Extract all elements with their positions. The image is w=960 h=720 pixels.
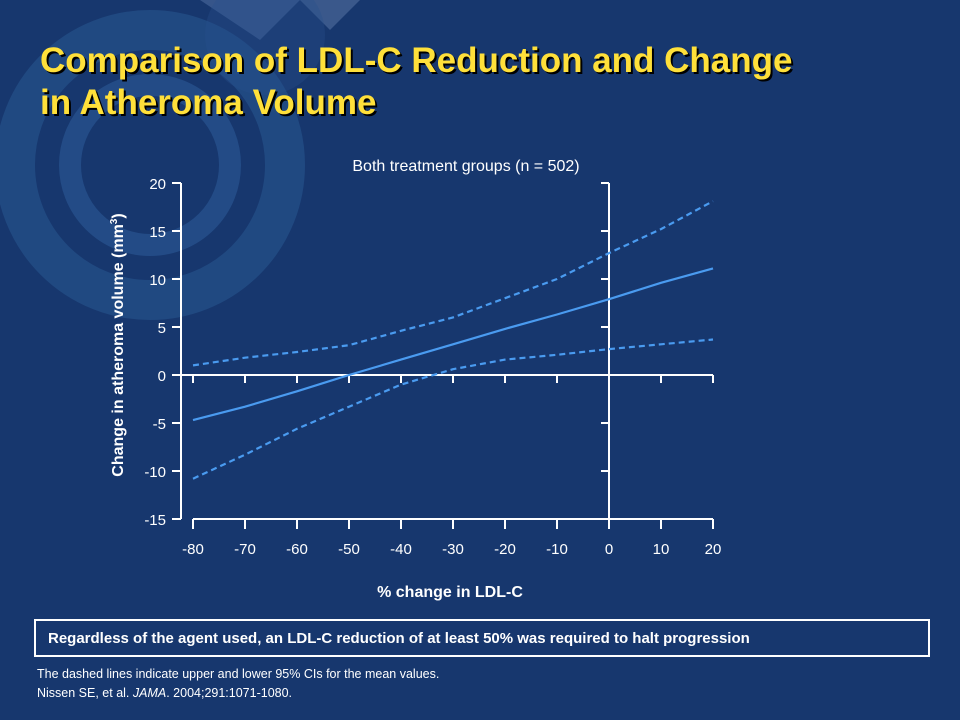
y-tick-label: -10 bbox=[144, 464, 166, 481]
chart-axes: 20 15 10 5 0 -5 -10 -15 -80 -70 -60 -50 -40 -30 -20 -10… bbox=[144, 176, 721, 558]
footnote: The dashed lines indicate upper and lowe… bbox=[37, 665, 439, 703]
y-tick-label: 20 bbox=[149, 176, 166, 193]
title-line-2: in Atheroma Volume bbox=[40, 83, 377, 122]
reference-journal: JAMA bbox=[132, 686, 167, 700]
y-tick-label: 15 bbox=[149, 224, 166, 241]
y-tick-label: -15 bbox=[144, 512, 166, 529]
x-tick-label: 0 bbox=[605, 541, 613, 558]
x-tick-label: 20 bbox=[705, 541, 722, 558]
y-axis-label-close: ) bbox=[110, 213, 127, 218]
conclusion-callout: Regardless of the agent used, an LDL-C r… bbox=[34, 619, 930, 657]
x-tick-label: -40 bbox=[390, 541, 412, 558]
x-tick-label: -20 bbox=[494, 541, 516, 558]
footnote-reference: Nissen SE, et al. JAMA. 2004;291:1071-10… bbox=[37, 684, 439, 703]
x-tick-label: 10 bbox=[653, 541, 670, 558]
lower-ci-line bbox=[192, 338, 714, 480]
title-line-1: Comparison of LDL-C Reduction and Change bbox=[40, 41, 793, 80]
y-axis-label-text: Change in atheroma volume (mm bbox=[110, 224, 127, 477]
y-axis-label: Change in atheroma volume (mm3) bbox=[109, 213, 127, 476]
x-tick-label: -70 bbox=[234, 541, 256, 558]
footnote-ci-note: The dashed lines indicate upper and lowe… bbox=[37, 667, 440, 681]
y-tick-label: -5 bbox=[153, 416, 166, 433]
callout-text: Regardless of the agent used, an LDL-C r… bbox=[48, 629, 750, 647]
x-tick-label: -60 bbox=[286, 541, 308, 558]
x-tick-label: -50 bbox=[338, 541, 360, 558]
x-tick-label: -10 bbox=[546, 541, 568, 558]
reference-authors: Nissen SE, et al. bbox=[37, 686, 133, 700]
upper-ci-line bbox=[192, 200, 714, 367]
reference-details: . 2004;291:1071-1080. bbox=[166, 686, 293, 700]
slide-title: Comparison of LDL-C Reduction and Change… bbox=[40, 40, 920, 124]
x-tick-label: -30 bbox=[442, 541, 464, 558]
x-tick-label: -80 bbox=[182, 541, 204, 558]
chart-series bbox=[192, 200, 714, 480]
chart-subtitle: Both treatment groups (n = 502) bbox=[352, 158, 579, 175]
y-tick-label: 10 bbox=[149, 272, 166, 289]
mean-line bbox=[192, 267, 714, 422]
y-axis-label-sup: 3 bbox=[109, 218, 120, 224]
y-tick-label: 0 bbox=[158, 368, 166, 385]
y-tick-label: 5 bbox=[158, 320, 166, 337]
x-axis-label: % change in LDL-C bbox=[377, 584, 523, 601]
